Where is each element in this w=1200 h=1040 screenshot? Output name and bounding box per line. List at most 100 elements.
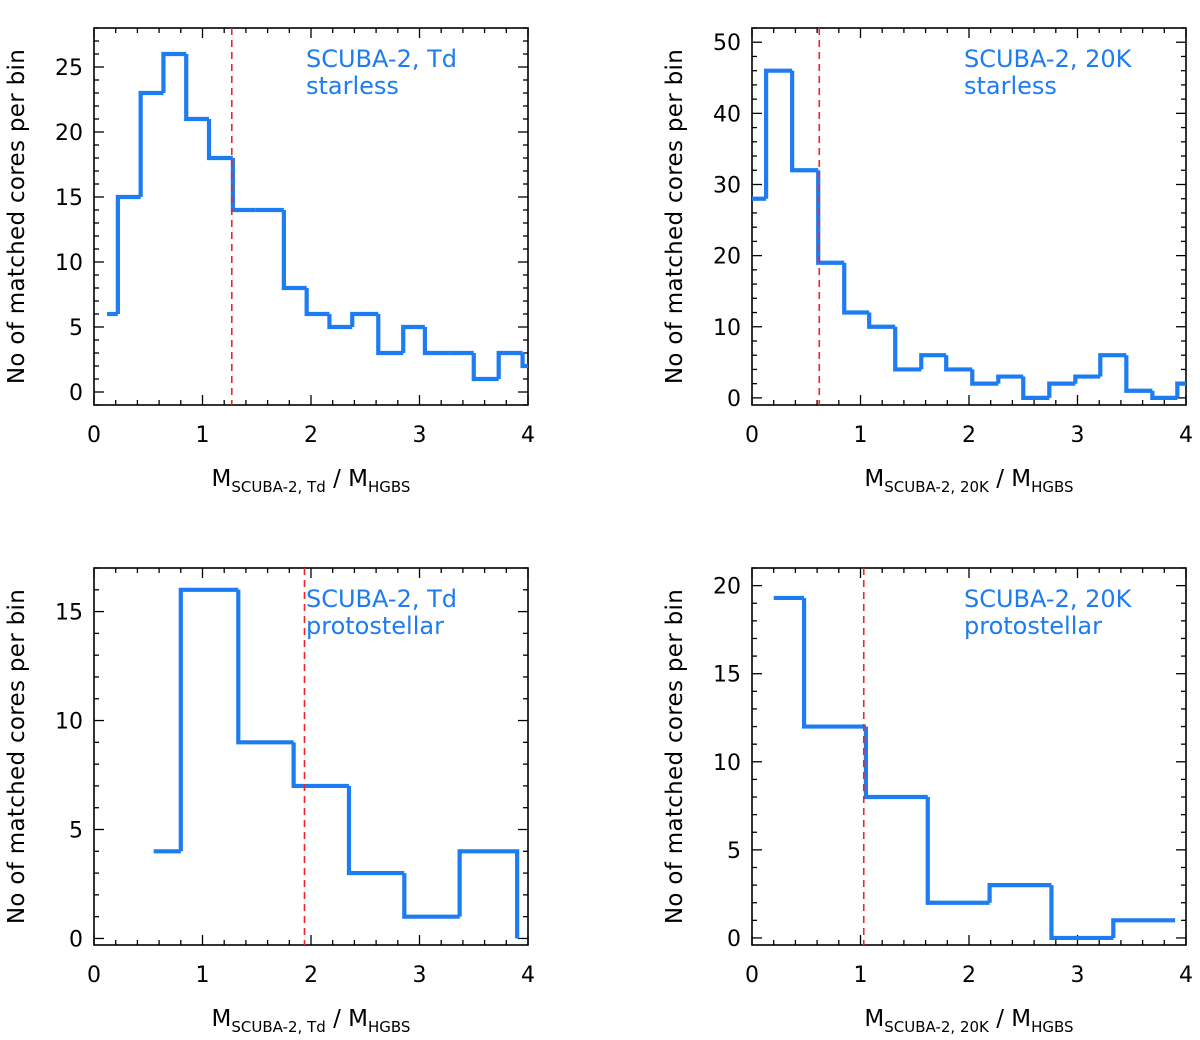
histogram-bin xyxy=(496,350,523,379)
histogram-bin xyxy=(987,883,1052,903)
y-tick-label: 5 xyxy=(69,819,83,844)
y-axis-label: No of matched cores per bin xyxy=(662,589,688,924)
y-tick-label: 40 xyxy=(713,102,741,127)
x-axis-label: MSCUBA-2, Td / MHGBS xyxy=(212,466,411,496)
x-axis-label: MSCUBA-2, 20K / MHGBS xyxy=(864,1006,1073,1036)
y-tick-label: 10 xyxy=(713,316,741,341)
histogram-bin xyxy=(520,353,528,369)
histogram-bin xyxy=(944,355,973,372)
histogram-bin xyxy=(281,210,307,291)
histogram-bin xyxy=(376,314,404,356)
x-axis-label-main1: M xyxy=(864,466,884,492)
x-tick-label: 0 xyxy=(87,423,101,448)
histogram-bin xyxy=(1150,390,1178,400)
y-tick-label: 10 xyxy=(55,710,83,735)
histogram-bin xyxy=(138,90,164,197)
annotation-dataset: SCUBA-2, Td xyxy=(306,45,457,73)
y-axis-label: No of matched cores per bin xyxy=(662,49,688,384)
y-tick-label: 0 xyxy=(727,387,741,412)
histogram-bin xyxy=(893,326,922,372)
annotation-population: starless xyxy=(964,72,1057,100)
histogram-bin xyxy=(996,374,1024,384)
y-tick-label: 10 xyxy=(55,251,83,276)
x-tick-label: 4 xyxy=(521,963,535,988)
histogram-bin xyxy=(919,353,947,370)
annotation-dataset: SCUBA-2, 20K xyxy=(964,45,1133,73)
histogram-bin xyxy=(1073,374,1101,384)
x-tick-label: 0 xyxy=(745,423,759,448)
y-tick-label: 20 xyxy=(713,575,741,600)
histogram-bin xyxy=(457,849,520,939)
y-tick-label: 0 xyxy=(69,927,83,952)
histogram-bin xyxy=(970,369,999,386)
histogram-bin xyxy=(346,785,405,876)
x-tick-label: 3 xyxy=(413,423,427,448)
x-axis-label-main1: M xyxy=(212,1006,232,1032)
y-tick-label: 20 xyxy=(713,245,741,270)
annotation-population: protostellar xyxy=(306,612,444,640)
histogram-bin xyxy=(863,726,928,800)
x-axis-label-sep: / xyxy=(326,466,348,492)
histogram-bin xyxy=(1021,376,1050,400)
histogram-bin xyxy=(184,54,210,122)
histogram-bin xyxy=(764,68,793,199)
annotation-population: starless xyxy=(306,72,399,100)
x-axis-label: MSCUBA-2, Td / MHGBS xyxy=(212,1006,411,1036)
y-axis-label: No of matched cores per bin xyxy=(4,49,30,384)
histogram-bin xyxy=(304,288,330,317)
x-tick-label: 3 xyxy=(1071,963,1085,988)
y-tick-label: 5 xyxy=(69,316,83,341)
histogram-bin xyxy=(230,158,256,213)
annotation-dataset: SCUBA-2, 20K xyxy=(964,585,1133,613)
histogram-bin xyxy=(801,597,866,729)
histogram-bin xyxy=(206,119,233,161)
y-tick-label: 5 xyxy=(727,839,741,864)
x-axis-label-main2: M xyxy=(1011,1006,1031,1032)
histogram-bin xyxy=(1049,885,1114,941)
histogram-bin xyxy=(816,170,845,265)
histogram-bin xyxy=(1047,381,1076,398)
histogram-bin xyxy=(178,587,239,852)
histogram-bin xyxy=(925,797,990,905)
x-axis-label-sub1: SCUBA-2, 20K xyxy=(884,478,990,496)
x-tick-label: 1 xyxy=(854,423,868,448)
annotation-dataset: SCUBA-2, Td xyxy=(306,585,457,613)
histogram-bin xyxy=(790,70,819,173)
x-tick-label: 2 xyxy=(962,963,976,988)
x-axis-label: MSCUBA-2, 20K / MHGBS xyxy=(864,466,1073,496)
x-tick-label: 2 xyxy=(304,423,318,448)
y-axis-label: No of matched cores per bin xyxy=(4,589,30,924)
x-tick-label: 4 xyxy=(1179,963,1193,988)
histogram-bin xyxy=(291,742,349,789)
x-axis-label-sub1: SCUBA-2, 20K xyxy=(884,1018,990,1036)
histogram-bin xyxy=(327,314,353,330)
y-tick-label: 15 xyxy=(713,663,741,688)
histogram-bin xyxy=(471,353,499,382)
y-tick-label: 0 xyxy=(69,381,83,406)
y-tick-label: 25 xyxy=(55,56,83,81)
histogram-bin xyxy=(161,51,187,93)
x-tick-label: 3 xyxy=(413,963,427,988)
x-axis-label-main1: M xyxy=(212,466,232,492)
y-tick-label: 30 xyxy=(713,173,741,198)
x-tick-label: 1 xyxy=(196,423,210,448)
histogram-bin xyxy=(350,311,379,327)
histogram-bin xyxy=(401,324,425,353)
x-tick-label: 0 xyxy=(87,963,101,988)
x-axis-label-sep: / xyxy=(989,1006,1011,1032)
y-tick-label: 10 xyxy=(713,751,741,776)
x-axis-label-main2: M xyxy=(348,1006,368,1032)
histogram-bin xyxy=(115,194,141,314)
x-tick-label: 3 xyxy=(1071,423,1085,448)
y-tick-label: 0 xyxy=(727,927,741,952)
y-tick-label: 15 xyxy=(55,186,83,211)
histogram-bin xyxy=(842,262,870,315)
histogram-bin xyxy=(236,589,294,745)
x-axis-label-sub2: HGBS xyxy=(1031,1018,1073,1036)
histogram-bin xyxy=(867,312,896,329)
